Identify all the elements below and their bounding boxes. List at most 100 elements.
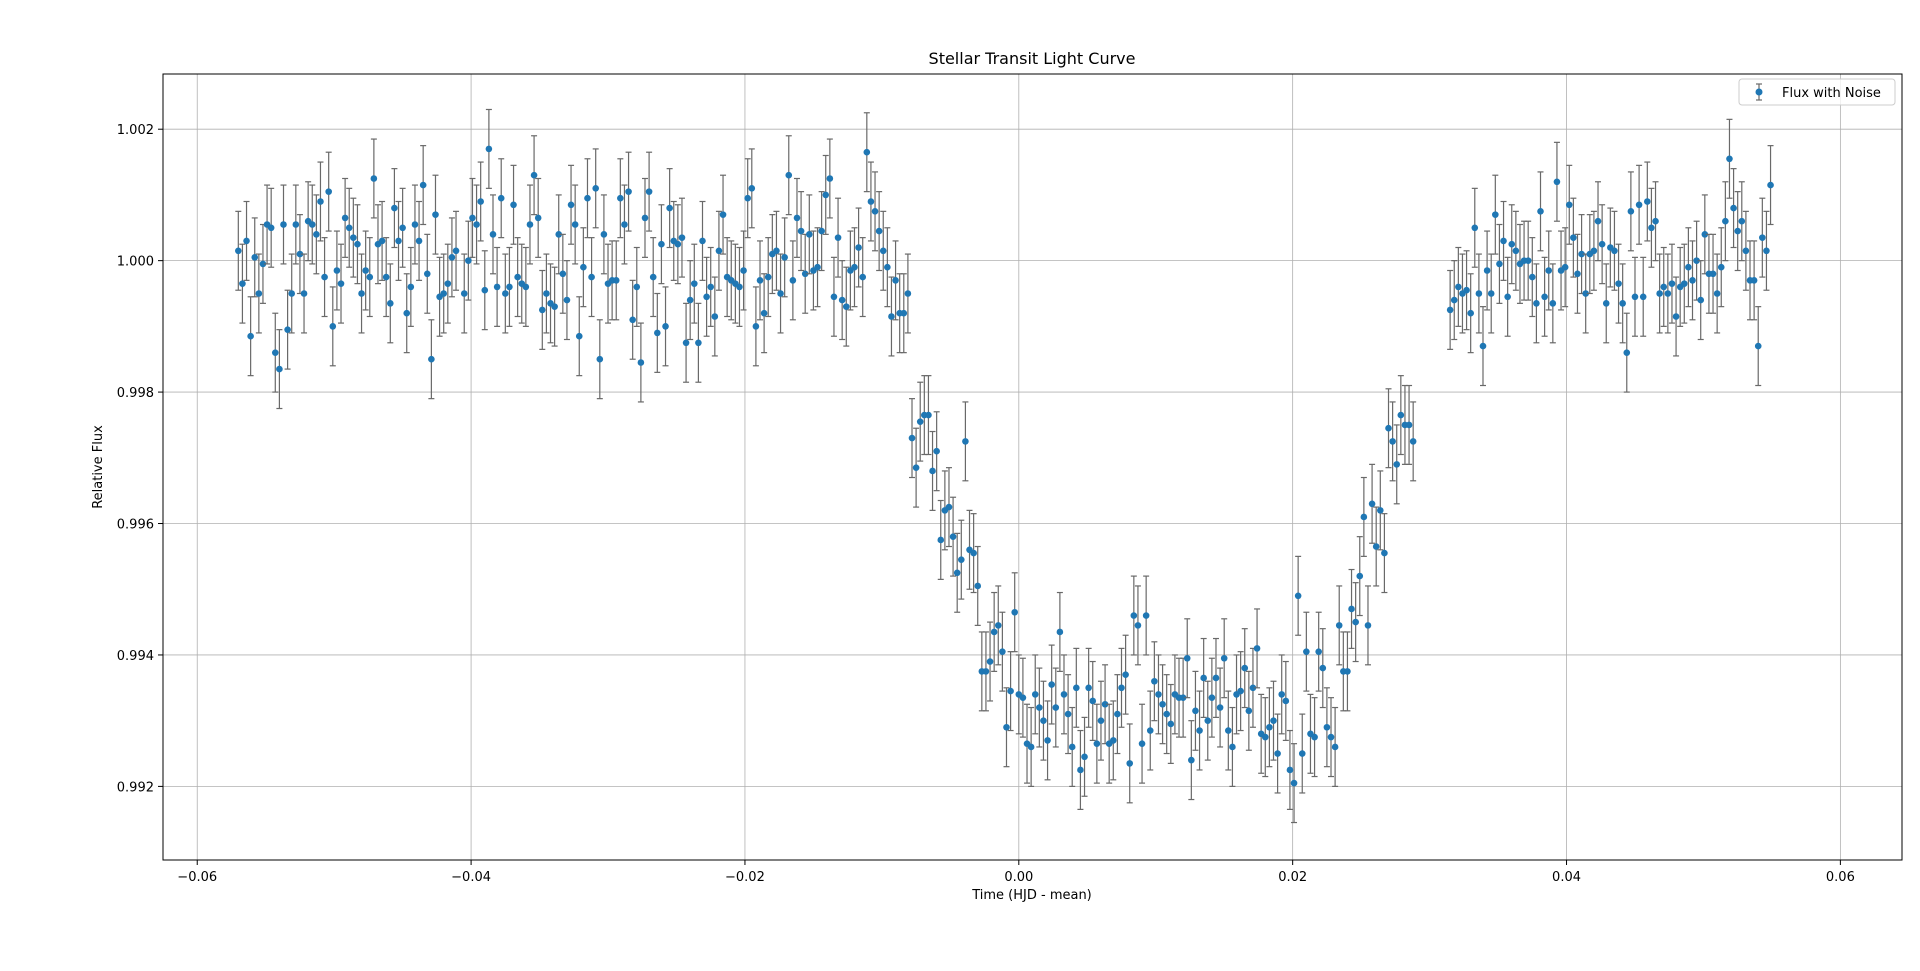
data-point [1602,263,1610,344]
data-point [1660,246,1668,327]
data-point [1290,743,1298,824]
data-point [423,233,431,314]
data-point [292,184,300,265]
data-point [288,253,296,334]
flux-marker [1077,766,1084,774]
flux-marker [1007,687,1014,695]
flux-marker [358,290,365,297]
flux-marker [1570,234,1577,241]
flux-marker [707,283,715,291]
flux-marker [900,309,908,317]
x-axis-label: Time (HJD - mean) [971,888,1092,903]
data-point [436,256,443,337]
data-point [243,200,250,281]
data-point [1652,181,1659,262]
data-point [1056,591,1064,672]
data-point [756,240,764,321]
flux-marker [1730,204,1737,212]
data-point [1130,575,1138,656]
data-point [1327,697,1335,778]
data-point [1393,424,1401,505]
data-point [1726,118,1733,199]
data-point [1377,470,1384,551]
flux-marker [1590,247,1598,255]
data-point [567,164,575,245]
flux-marker [879,247,887,255]
data-point [719,174,727,255]
flux-marker [1475,290,1483,297]
data-point [1159,664,1166,745]
data-point [1742,210,1750,291]
x-tick-label: 0.06 [1826,870,1855,885]
data-point [1163,674,1170,755]
flux-marker [1036,704,1043,711]
data-point [1311,697,1318,778]
data-point [1565,164,1573,245]
flux-marker [1167,720,1175,728]
data-point [358,253,365,334]
flux-marker [1109,737,1117,744]
flux-marker [1126,760,1134,767]
flux-marker [1680,280,1688,287]
flux-marker [1163,710,1170,718]
y-tick-label: 0.996 [117,518,154,533]
data-point [1750,240,1758,321]
flux-marker [674,240,682,248]
data-point [1142,575,1150,656]
flux-marker [506,283,513,291]
data-point [1204,680,1212,761]
data-point [752,286,760,367]
flux-marker [633,283,641,291]
flux-marker [571,221,579,228]
data-point [863,112,871,193]
flux-marker [1027,743,1035,751]
flux-marker [748,185,756,192]
flux-marker [1528,273,1536,281]
data-point [251,217,259,298]
data-point [1060,654,1068,735]
flux-marker [736,283,743,291]
flux-marker [465,257,472,264]
flux-marker [317,198,324,205]
flux-marker [354,240,361,248]
data-point [1537,171,1544,252]
flux-marker [662,323,669,330]
flux-marker [1261,733,1269,741]
flux-marker [1738,217,1746,225]
flux-marker [1048,681,1055,688]
data-point [986,621,994,702]
flux-marker [1381,549,1388,557]
flux-marker [1225,727,1232,734]
flux-marker [1196,727,1203,734]
data-point [1352,582,1359,663]
flux-marker [292,221,300,228]
data-point [518,243,526,324]
data-point [1463,250,1470,331]
flux-marker [415,237,423,245]
flux-marker [1487,290,1495,297]
data-point [1446,269,1454,350]
flux-marker [1335,622,1343,629]
flux-marker [933,447,940,455]
x-tick-label: −0.06 [177,870,217,885]
flux-marker [1524,257,1532,264]
flux-marker [1294,592,1302,600]
flux-marker [629,316,636,324]
data-point [1077,729,1084,810]
data-point [1118,647,1125,728]
flux-marker [296,250,304,258]
flux-marker [1660,283,1668,291]
flux-marker [337,280,345,287]
data-point [1635,164,1643,245]
data-point [1167,683,1175,764]
flux-marker [682,339,690,347]
data-point [666,168,673,249]
flux-marker [407,283,415,291]
flux-marker [1146,727,1154,734]
data-point [1183,618,1191,699]
flux-marker [695,339,702,347]
data-point [1261,697,1269,778]
data-point [1545,230,1553,311]
data-point [1697,260,1705,341]
flux-marker [974,582,982,590]
